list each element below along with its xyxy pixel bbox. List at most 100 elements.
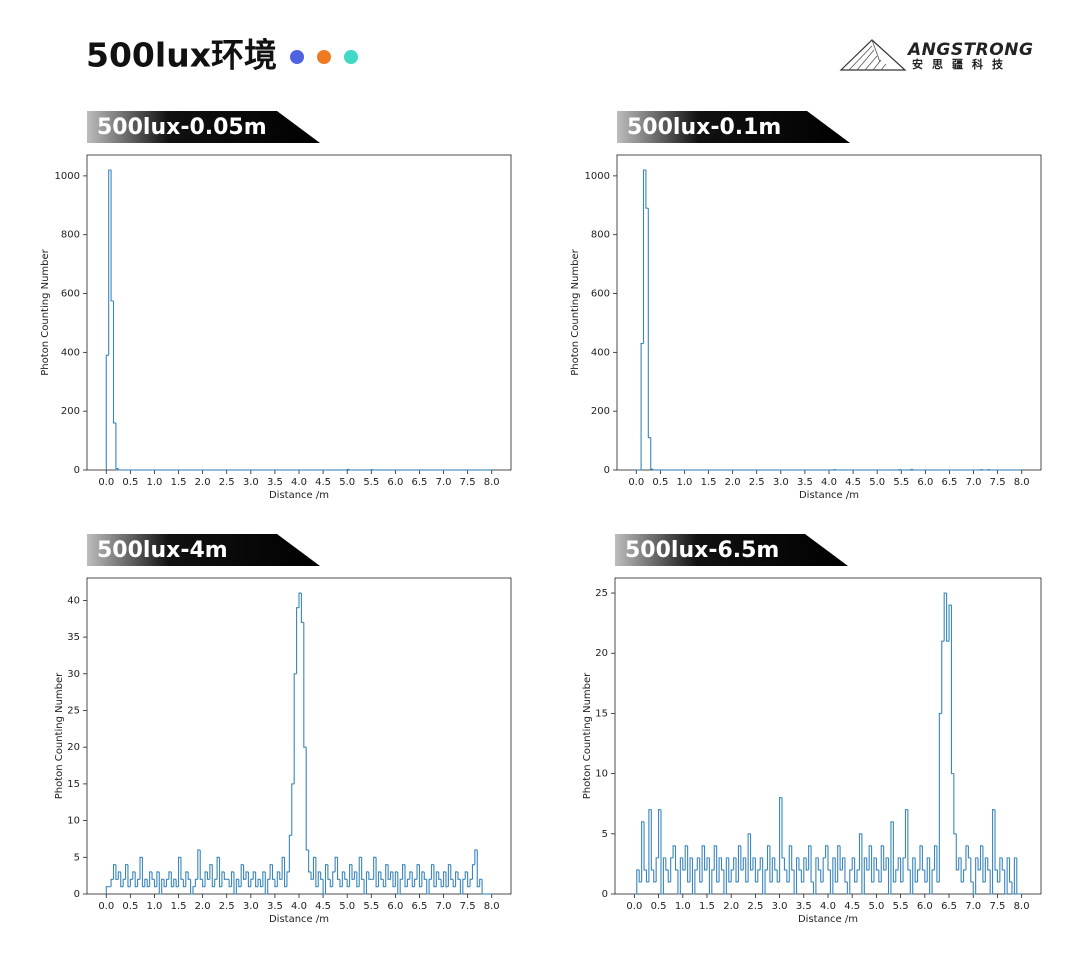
histogram-bin bbox=[967, 845, 971, 859]
x-tick-label: 0.5 bbox=[122, 477, 138, 488]
y-tick-label: 1000 bbox=[55, 171, 80, 182]
histogram-bin bbox=[399, 878, 403, 894]
x-axis-label: Distance /m bbox=[269, 914, 329, 925]
x-tick-label: 3.5 bbox=[796, 901, 812, 912]
histogram-bin bbox=[235, 878, 239, 894]
histogram-bin bbox=[259, 879, 263, 888]
histogram-bin bbox=[387, 864, 391, 880]
x-tick-label: 3.0 bbox=[772, 901, 788, 912]
histogram-bin bbox=[293, 673, 297, 784]
histogram-bin bbox=[950, 605, 954, 775]
histogram-bin bbox=[706, 857, 710, 870]
x-tick-label: 6.0 bbox=[917, 901, 933, 912]
histogram-bin bbox=[112, 864, 116, 880]
histogram-bin bbox=[740, 845, 744, 871]
histogram-bin bbox=[182, 879, 186, 888]
histogram-bin bbox=[156, 871, 160, 887]
histogram-bin bbox=[356, 871, 360, 888]
y-tick-label: 10 bbox=[67, 816, 80, 827]
histogram-bin bbox=[218, 857, 222, 888]
histogram-bin bbox=[428, 878, 432, 894]
histogram-bin bbox=[414, 878, 418, 887]
histogram-bin bbox=[481, 879, 485, 895]
histogram-bin bbox=[643, 821, 647, 871]
histogram-bin bbox=[902, 857, 906, 882]
x-tick-label: 8.0 bbox=[1014, 477, 1030, 488]
x-tick-label: 7.0 bbox=[436, 901, 452, 912]
histogram-bin bbox=[691, 857, 695, 895]
histogram-bin bbox=[701, 845, 705, 882]
histogram-bin bbox=[699, 857, 703, 883]
histogram-bin bbox=[914, 857, 918, 883]
histogram-bin bbox=[243, 864, 246, 880]
x-tick-label: 4.0 bbox=[821, 477, 837, 488]
logo-name: ANGSTRONG bbox=[906, 40, 1033, 60]
histogram-bin bbox=[324, 864, 328, 894]
histogram-bin bbox=[892, 821, 896, 883]
histogram-bin bbox=[808, 845, 812, 870]
histogram-bin bbox=[365, 871, 369, 894]
histogram-bin bbox=[394, 871, 398, 887]
x-tick-label: 3.0 bbox=[773, 477, 789, 488]
x-tick-label: 0.0 bbox=[98, 901, 114, 912]
histogram-bin bbox=[336, 857, 340, 880]
x-tick-label: 7.5 bbox=[460, 477, 476, 488]
histogram-bin bbox=[440, 879, 444, 888]
x-axis-label: Distance /m bbox=[798, 914, 858, 925]
histogram-bin bbox=[938, 712, 942, 882]
histogram-bin bbox=[875, 857, 879, 871]
x-tick-label: 4.5 bbox=[315, 477, 331, 488]
x-tick-label: 5.5 bbox=[363, 901, 379, 912]
histogram-bin bbox=[895, 869, 899, 882]
histogram-bin bbox=[696, 857, 700, 870]
histogram-bin bbox=[653, 869, 657, 883]
histogram-bin bbox=[298, 592, 302, 608]
y-tick-label: 0 bbox=[604, 465, 610, 476]
histogram-bin bbox=[725, 857, 729, 894]
y-tick-label: 0 bbox=[74, 465, 80, 476]
x-tick-label: 2.5 bbox=[219, 901, 235, 912]
histogram-bin bbox=[677, 869, 681, 895]
histogram-bin bbox=[781, 797, 785, 859]
histogram-bin bbox=[161, 878, 165, 894]
histogram-bin bbox=[672, 845, 676, 858]
x-tick-label: 6.5 bbox=[941, 901, 957, 912]
histogram-bin bbox=[762, 857, 766, 895]
histogram-bin bbox=[146, 879, 150, 888]
histogram-bin bbox=[377, 871, 381, 887]
histogram-bin bbox=[1013, 857, 1017, 894]
histogram-bin bbox=[764, 869, 768, 894]
histogram-bin bbox=[141, 857, 145, 888]
histogram-bin bbox=[909, 869, 913, 895]
histogram-bin bbox=[943, 592, 947, 642]
histogram-bin bbox=[416, 864, 420, 880]
x-axis-label: Distance /m bbox=[269, 490, 329, 501]
y-tick-label: 800 bbox=[61, 230, 80, 241]
histogram-bin bbox=[933, 845, 937, 870]
histogram-bin bbox=[368, 871, 372, 880]
histogram-bin bbox=[832, 857, 836, 894]
histogram-bin bbox=[194, 878, 198, 887]
histogram-bin bbox=[346, 468, 350, 470]
histogram-bin bbox=[110, 170, 114, 302]
x-tick-label: 5.0 bbox=[869, 477, 885, 488]
x-tick-label: 3.5 bbox=[267, 477, 283, 488]
histogram-bin bbox=[185, 871, 189, 887]
histogram-bin bbox=[912, 469, 916, 471]
histogram-bin bbox=[122, 878, 126, 887]
histogram-bin bbox=[190, 879, 193, 895]
histogram-bin bbox=[810, 845, 814, 883]
x-tick-label: 4.5 bbox=[845, 477, 861, 488]
histogram-bin bbox=[173, 878, 177, 887]
chart-title: 500lux-0.05m bbox=[97, 115, 267, 140]
y-tick-label: 35 bbox=[67, 632, 80, 643]
histogram-bin bbox=[827, 845, 831, 871]
histogram-bin bbox=[110, 878, 114, 887]
y-tick-label: 40 bbox=[67, 595, 80, 606]
histogram-bin bbox=[300, 593, 304, 623]
histogram-bin bbox=[645, 869, 649, 883]
histogram-bin bbox=[397, 871, 401, 895]
histogram-bin bbox=[144, 878, 148, 887]
histogram-bin bbox=[409, 871, 413, 880]
histogram-bin bbox=[245, 871, 249, 880]
